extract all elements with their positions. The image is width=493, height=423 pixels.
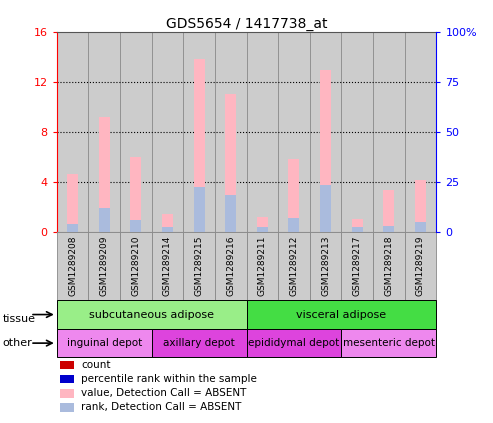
- Text: inguinal depot: inguinal depot: [67, 338, 142, 348]
- Bar: [246, 300, 436, 329]
- Bar: [373, 232, 405, 300]
- Bar: [257, 217, 268, 232]
- Text: GSM1289209: GSM1289209: [100, 236, 108, 296]
- Bar: [257, 227, 268, 232]
- Bar: [373, 32, 405, 232]
- Text: GSM1289219: GSM1289219: [416, 236, 425, 296]
- Bar: [130, 220, 141, 232]
- Bar: [278, 232, 310, 300]
- Text: GSM1289217: GSM1289217: [352, 236, 362, 296]
- Bar: [183, 32, 215, 232]
- Bar: [61, 404, 74, 412]
- Bar: [246, 329, 341, 357]
- Bar: [288, 218, 299, 232]
- Bar: [120, 32, 152, 232]
- Bar: [57, 329, 152, 357]
- Text: GSM1289218: GSM1289218: [385, 236, 393, 296]
- Bar: [310, 232, 341, 300]
- Bar: [352, 227, 363, 232]
- Bar: [120, 232, 152, 300]
- Text: subcutaneous adipose: subcutaneous adipose: [89, 310, 214, 319]
- Text: GSM1289214: GSM1289214: [163, 236, 172, 296]
- Text: visceral adipose: visceral adipose: [296, 310, 387, 319]
- Bar: [67, 174, 78, 232]
- Bar: [99, 117, 109, 232]
- Text: rank, Detection Call = ABSENT: rank, Detection Call = ABSENT: [81, 402, 242, 412]
- Bar: [320, 71, 331, 232]
- Bar: [61, 360, 74, 369]
- Bar: [162, 227, 173, 232]
- Title: GDS5654 / 1417738_at: GDS5654 / 1417738_at: [166, 16, 327, 31]
- Bar: [246, 32, 278, 232]
- Text: value, Detection Call = ABSENT: value, Detection Call = ABSENT: [81, 388, 246, 398]
- Bar: [152, 232, 183, 300]
- Bar: [194, 187, 205, 232]
- Text: percentile rank within the sample: percentile rank within the sample: [81, 374, 257, 384]
- Text: epididymal depot: epididymal depot: [248, 338, 340, 348]
- Text: GSM1289212: GSM1289212: [289, 236, 298, 296]
- Text: count: count: [81, 360, 111, 370]
- Bar: [152, 32, 183, 232]
- Bar: [61, 389, 74, 398]
- Bar: [57, 300, 246, 329]
- Bar: [225, 94, 236, 232]
- Bar: [415, 222, 426, 232]
- Bar: [130, 157, 141, 232]
- Bar: [341, 32, 373, 232]
- Bar: [278, 32, 310, 232]
- Text: tissue: tissue: [2, 314, 35, 324]
- Bar: [320, 185, 331, 232]
- Bar: [61, 375, 74, 383]
- Text: GSM1289213: GSM1289213: [321, 236, 330, 296]
- Text: mesenteric depot: mesenteric depot: [343, 338, 435, 348]
- Bar: [246, 232, 278, 300]
- Text: axillary depot: axillary depot: [163, 338, 235, 348]
- Bar: [225, 195, 236, 232]
- Bar: [215, 232, 246, 300]
- Bar: [88, 32, 120, 232]
- Text: GSM1289210: GSM1289210: [131, 236, 141, 296]
- Text: GSM1289215: GSM1289215: [195, 236, 204, 296]
- Bar: [405, 232, 436, 300]
- Bar: [415, 181, 426, 232]
- Text: GSM1289216: GSM1289216: [226, 236, 235, 296]
- Bar: [341, 232, 373, 300]
- Text: GSM1289211: GSM1289211: [258, 236, 267, 296]
- Text: other: other: [2, 338, 32, 348]
- Bar: [288, 159, 299, 232]
- Bar: [215, 32, 246, 232]
- Bar: [162, 214, 173, 232]
- Bar: [67, 224, 78, 232]
- Bar: [341, 329, 436, 357]
- Bar: [352, 219, 363, 232]
- Bar: [57, 32, 88, 232]
- Bar: [99, 208, 109, 232]
- Bar: [405, 32, 436, 232]
- Text: GSM1289208: GSM1289208: [68, 236, 77, 296]
- Bar: [310, 32, 341, 232]
- Bar: [183, 232, 215, 300]
- Bar: [88, 232, 120, 300]
- Bar: [152, 329, 246, 357]
- Bar: [384, 226, 394, 232]
- Bar: [384, 190, 394, 232]
- Bar: [194, 59, 205, 232]
- Bar: [57, 232, 88, 300]
